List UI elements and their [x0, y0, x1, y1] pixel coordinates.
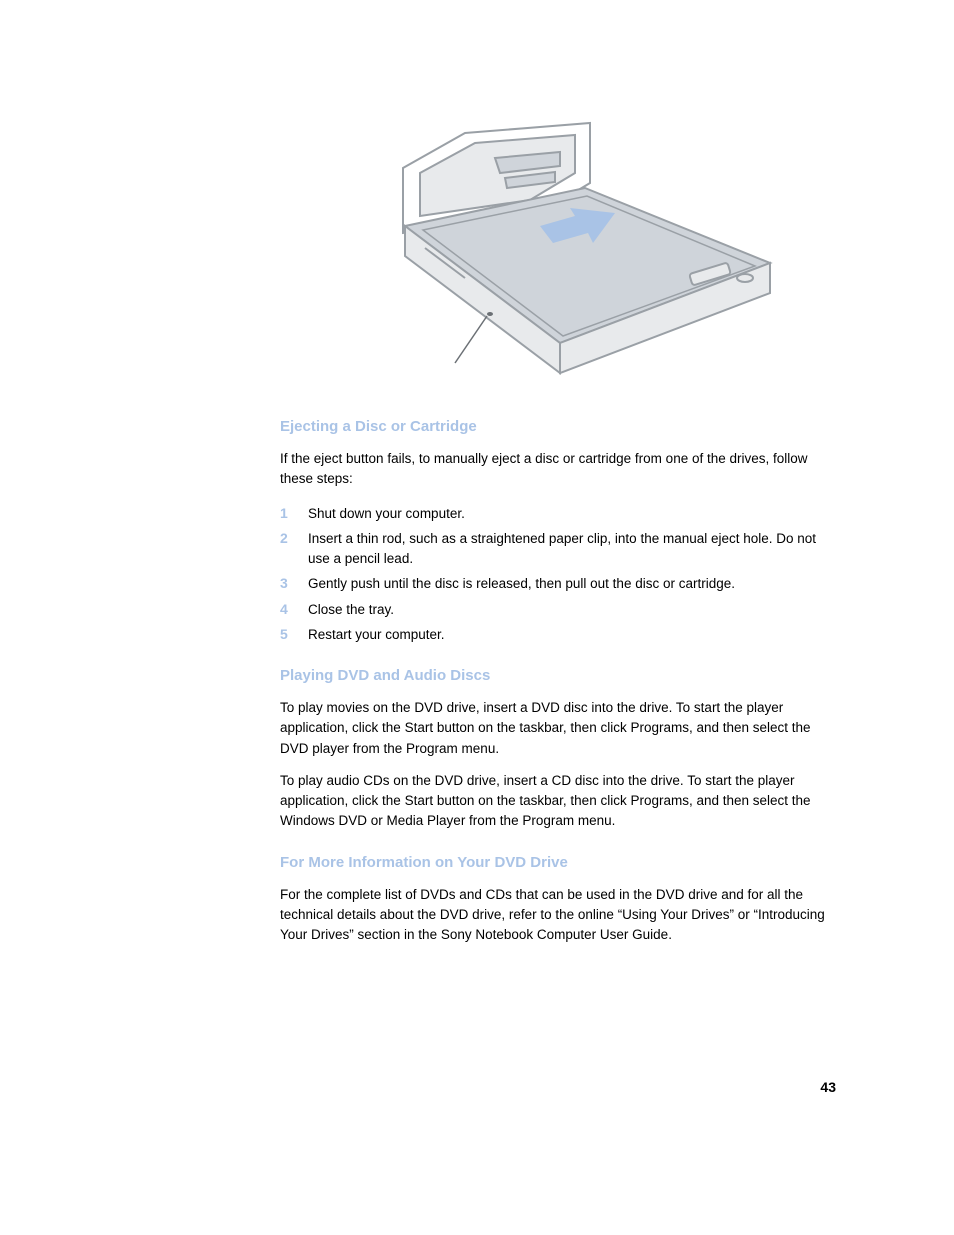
step-number: 4	[280, 600, 308, 617]
step-number: 5	[280, 625, 308, 642]
step-text: Gently push until the disc is released, …	[308, 574, 735, 594]
step-number: 3	[280, 574, 308, 591]
step-row: 2 Insert a thin rod, such as a straighte…	[280, 529, 839, 570]
ejecting-intro: If the eject button fails, to manually e…	[280, 449, 839, 490]
playing-para1: To play movies on the DVD drive, insert …	[280, 698, 839, 759]
heading-moreinfo: For More Information on Your DVD Drive	[280, 854, 839, 871]
heading-ejecting: Ejecting a Disc or Cartridge	[280, 418, 839, 435]
step-row: 1 Shut down your computer.	[280, 504, 839, 524]
step-text: Restart your computer.	[308, 625, 445, 645]
moreinfo-para: For the complete list of DVDs and CDs th…	[280, 885, 839, 946]
step-text: Shut down your computer.	[308, 504, 465, 524]
drive-illustration	[345, 118, 775, 388]
ejecting-steps: 1 Shut down your computer. 2 Insert a th…	[280, 504, 839, 646]
step-text: Insert a thin rod, such as a straightene…	[308, 529, 839, 570]
playing-para2: To play audio CDs on the DVD drive, inse…	[280, 771, 839, 832]
heading-playing: Playing DVD and Audio Discs	[280, 667, 839, 684]
step-row: 5 Restart your computer.	[280, 625, 839, 645]
document-page: Ejecting a Disc or Cartridge If the ejec…	[0, 0, 954, 1235]
page-number: 43	[820, 1079, 836, 1095]
step-text: Close the tray.	[308, 600, 394, 620]
step-row: 4 Close the tray.	[280, 600, 839, 620]
step-row: 3 Gently push until the disc is released…	[280, 574, 839, 594]
step-number: 1	[280, 504, 308, 521]
step-number: 2	[280, 529, 308, 546]
